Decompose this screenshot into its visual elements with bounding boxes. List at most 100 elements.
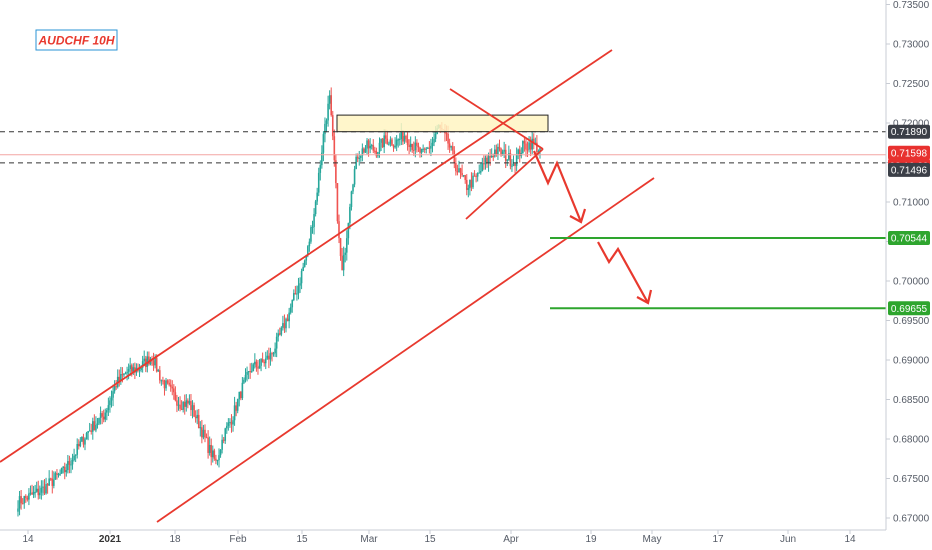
candle-body	[300, 271, 303, 284]
candle-body	[73, 455, 75, 460]
candle-body	[497, 146, 499, 155]
candle-body	[508, 153, 510, 160]
candle-body	[106, 410, 108, 413]
candle-body	[221, 439, 223, 450]
candle-body	[302, 266, 304, 272]
price-tick-label: 0.73500	[893, 0, 930, 11]
candle-body	[275, 336, 278, 349]
candle-body	[331, 115, 334, 137]
candle-body	[163, 380, 166, 389]
candle-body	[218, 455, 220, 461]
candle-body	[74, 454, 77, 456]
candle-body	[79, 441, 82, 447]
candle-body	[459, 168, 462, 174]
candle-body	[383, 135, 385, 148]
candle-body	[95, 424, 97, 431]
candle-body	[49, 478, 52, 480]
candle-body	[187, 400, 189, 404]
candle-body	[350, 191, 353, 207]
candle-body	[271, 353, 273, 355]
price-tick-label: 0.70000	[893, 277, 930, 288]
candle-body	[91, 421, 94, 432]
candle-body	[528, 142, 530, 150]
price-labels-layer: 0.718900.7159808:10:290.714960.705440.69…	[888, 124, 930, 316]
candle-body	[445, 133, 448, 135]
price-tick-label: 0.68000	[893, 435, 930, 446]
candle-body	[138, 370, 141, 372]
candle-body	[372, 145, 375, 151]
candle-body	[194, 416, 197, 419]
projection-path-2	[597, 241, 649, 304]
candle-body	[402, 131, 404, 142]
candle-body	[42, 486, 44, 488]
candle-body	[84, 439, 86, 445]
drawings-layer	[0, 49, 886, 523]
candle-body	[286, 318, 289, 322]
candle-body	[264, 358, 267, 364]
candle-body	[537, 151, 540, 153]
candle-body	[102, 416, 105, 420]
candle-body	[481, 163, 484, 172]
symbol-label-box	[35, 29, 118, 51]
candle-body	[23, 496, 26, 504]
candle-body	[99, 413, 102, 418]
candle-body	[246, 372, 248, 375]
price-tick-label: 0.67000	[893, 514, 930, 525]
candle-body	[272, 353, 275, 355]
resistance-price-tag-bg	[888, 124, 930, 139]
price-tick-label: 0.73000	[893, 40, 930, 51]
price-tick-label: 0.68500	[893, 395, 930, 406]
candle-body	[68, 461, 71, 465]
time-tick-label: 17	[712, 534, 724, 545]
candle-body	[126, 371, 128, 374]
candle-body	[238, 391, 241, 400]
candle-body	[236, 399, 239, 411]
candle-body	[104, 412, 107, 420]
candle-body	[374, 150, 376, 152]
candle-body	[199, 427, 202, 429]
candle-body	[296, 293, 298, 295]
candle-body	[130, 365, 133, 372]
candle-body	[342, 254, 345, 271]
candle-body	[59, 473, 61, 475]
candle-body	[43, 486, 46, 494]
candle-body	[173, 388, 175, 393]
candle-body	[311, 226, 314, 228]
candle-body	[322, 134, 325, 153]
candle-body	[257, 367, 259, 369]
candle-body	[233, 405, 236, 421]
candle-body	[57, 474, 60, 476]
candle-body	[434, 133, 437, 139]
candle-body	[325, 120, 328, 124]
candle-body	[422, 148, 424, 150]
candle-body	[63, 466, 66, 473]
candle-body	[62, 466, 64, 469]
candle-body	[526, 149, 529, 151]
candle-body	[536, 142, 538, 153]
candle-body	[185, 400, 188, 407]
candle-body	[250, 371, 253, 373]
candle-body	[476, 172, 479, 177]
candle-body	[403, 135, 406, 142]
candle-body	[489, 156, 491, 158]
candle-body	[118, 376, 121, 381]
candle-body	[518, 149, 521, 157]
candle-body	[141, 361, 144, 368]
candle-body	[414, 142, 417, 151]
candle-body	[82, 436, 85, 445]
candle-body	[539, 147, 541, 152]
candle-body	[205, 437, 208, 439]
candle-body	[515, 154, 518, 166]
candle-body	[461, 173, 463, 176]
candle-body	[132, 367, 135, 372]
candle-body	[28, 493, 30, 500]
candle-body	[252, 364, 255, 372]
candle-body	[227, 422, 230, 426]
candle-body	[241, 382, 244, 399]
candle-body	[517, 149, 519, 155]
candle-body	[211, 450, 214, 458]
candle-body	[504, 149, 507, 161]
candle-body	[303, 260, 306, 267]
candle-body	[381, 138, 384, 148]
